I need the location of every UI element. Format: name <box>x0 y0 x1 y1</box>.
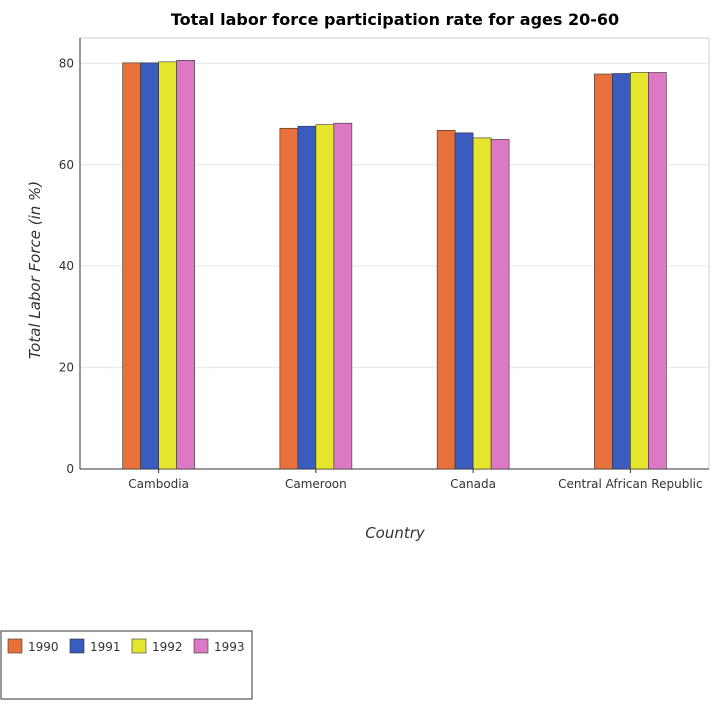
bar-1993-cameroon <box>333 122 353 470</box>
legend-label-1993: 1993 <box>214 640 245 654</box>
y-tick-label: 80 <box>59 56 74 70</box>
x-tick-label: Central African Republic <box>558 477 702 491</box>
y-tick-label: 40 <box>59 259 74 273</box>
legend-swatch-1993 <box>193 638 209 654</box>
bar-1992-cameroon <box>315 124 335 470</box>
bar-1991-cameroon <box>297 125 317 470</box>
legend-label-1991: 1991 <box>90 640 121 654</box>
x-axis-label: Country <box>365 524 426 542</box>
y-tick-label: 0 <box>66 462 74 476</box>
bar-1992-central-african-republic <box>630 72 649 470</box>
bar-1991-canada <box>454 132 474 470</box>
legend: 1990 1991 1992 1993 <box>0 630 253 700</box>
legend-swatch-1990 <box>7 638 23 654</box>
bar-1990-central-african-republic <box>594 73 613 470</box>
legend-box <box>0 630 253 700</box>
bar-1993-canada <box>490 139 510 470</box>
bar-1990-cameroon <box>279 127 299 470</box>
y-tick-label: 20 <box>59 361 74 375</box>
bar-1991-central-african-republic <box>612 73 631 470</box>
bar-1993-cambodia <box>176 60 195 470</box>
x-tick-label: Cambodia <box>128 477 189 491</box>
bar-1990-canada <box>436 129 456 470</box>
legend-label-1992: 1992 <box>152 640 183 654</box>
bar-1990-cambodia <box>122 62 141 470</box>
chart-title: Total labor force participation rate for… <box>171 10 619 29</box>
bar-1992-canada <box>472 137 492 470</box>
x-tick-label: Cameroon <box>285 477 347 491</box>
bar-1993-central-african-republic <box>648 72 667 470</box>
bar-1991-cambodia <box>140 62 159 470</box>
y-tick-label: 60 <box>59 158 74 172</box>
legend-label-1990: 1990 <box>28 640 59 654</box>
bar-1992-cambodia <box>158 61 177 470</box>
x-tick-label: Canada <box>450 477 496 491</box>
y-axis-label: Total Labor Force (in %) <box>26 181 44 359</box>
legend-swatch-1992 <box>131 638 147 654</box>
legend-swatch-1991 <box>69 638 85 654</box>
bars <box>122 60 667 470</box>
